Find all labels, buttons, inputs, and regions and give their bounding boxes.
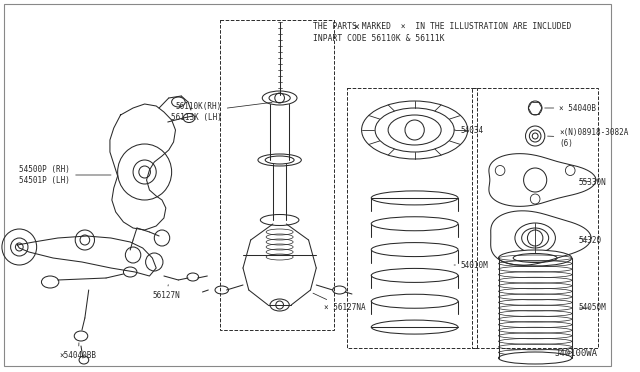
Text: 56127N: 56127N <box>152 285 180 301</box>
Bar <box>472 88 598 348</box>
Bar <box>347 88 477 348</box>
Ellipse shape <box>260 215 299 225</box>
Ellipse shape <box>270 299 289 311</box>
Text: 55330N: 55330N <box>579 177 606 186</box>
Text: 54034: 54034 <box>454 125 484 135</box>
Text: 56110K(RH)
56113K (LH): 56110K(RH) 56113K (LH) <box>171 102 272 122</box>
Ellipse shape <box>499 352 572 364</box>
Text: 54010M: 54010M <box>454 260 489 269</box>
Text: J40100WA: J40100WA <box>555 349 598 358</box>
Ellipse shape <box>258 154 301 166</box>
Text: 54050M: 54050M <box>579 304 606 312</box>
Text: ×: × <box>353 22 359 32</box>
Ellipse shape <box>262 91 297 105</box>
Text: ×54040BB: ×54040BB <box>60 343 97 360</box>
Text: × 56127NA: × 56127NA <box>313 293 365 312</box>
Text: 54500P (RH)
54501P (LH): 54500P (RH) 54501P (LH) <box>19 165 111 185</box>
Text: ×(N)08918-3082A
(6): ×(N)08918-3082A (6) <box>548 128 628 148</box>
Ellipse shape <box>499 250 572 266</box>
Text: × 54040B: × 54040B <box>545 103 596 112</box>
Text: THE PARTS MARKED  ×  IN THE ILLUSTRATION ARE INCLUDED: THE PARTS MARKED × IN THE ILLUSTRATION A… <box>314 22 572 31</box>
Text: 54320: 54320 <box>579 235 602 244</box>
Text: INPART CODE 56110K & 56111K: INPART CODE 56110K & 56111K <box>314 34 445 43</box>
Bar <box>220 20 333 330</box>
